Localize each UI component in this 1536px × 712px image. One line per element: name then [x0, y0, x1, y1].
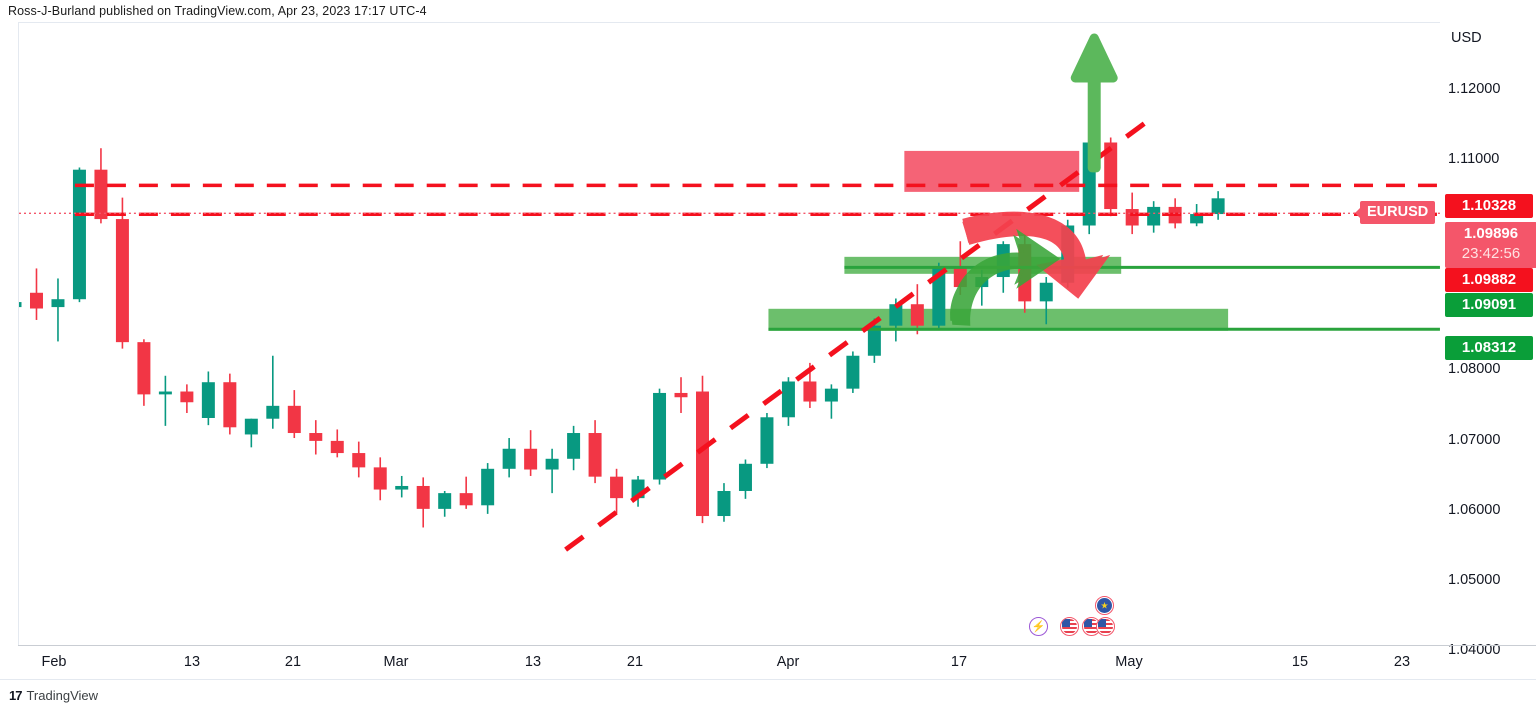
candle-body — [309, 433, 323, 441]
bar-countdown-timer: 23:42:56 — [1461, 245, 1521, 262]
candle-body — [201, 382, 215, 418]
time-tick-label: 13 — [183, 654, 201, 670]
candle-body — [158, 391, 172, 395]
price-tick: 1.12000 — [1448, 81, 1501, 97]
price-tick: 1.08000 — [1448, 361, 1501, 377]
price-level-tag[interactable]: 1.10328 — [1445, 194, 1533, 218]
event-marker-lightning[interactable]: ⚡ — [1029, 617, 1048, 636]
candle-body — [51, 299, 65, 308]
candle-body — [760, 417, 774, 464]
candle-body — [223, 382, 237, 428]
footer-bar: 17 TradingView — [0, 679, 1536, 712]
event-marker-us-flag[interactable] — [1096, 617, 1115, 636]
candle-body — [1190, 214, 1204, 224]
candle-body — [459, 493, 473, 506]
time-tick-label: May — [1115, 654, 1143, 670]
candle-body — [115, 219, 129, 343]
candle-body — [867, 325, 881, 356]
attribution-text: Ross-J-Burland published on TradingView.… — [8, 4, 427, 18]
candle-body — [29, 292, 43, 309]
symbol-name-flag[interactable]: EURUSD — [1354, 201, 1436, 224]
candle-body — [137, 342, 151, 395]
price-tick: 1.11000 — [1448, 151, 1500, 167]
candle-body — [717, 490, 731, 517]
bullish-bounce-arrow[interactable] — [950, 228, 1061, 326]
price-scale-currency: USD — [1451, 30, 1482, 46]
candle-body — [330, 440, 344, 454]
price-tick: 1.04000 — [1448, 642, 1501, 658]
candle-body — [696, 391, 709, 517]
time-tick-label: Feb — [41, 654, 67, 670]
candle-body — [180, 391, 194, 403]
time-tick-label: Apr — [776, 654, 800, 670]
candle-body — [72, 169, 86, 300]
tradingview-logo[interactable]: 17 TradingView — [9, 688, 98, 703]
candle-body — [416, 485, 430, 509]
event-marker-us-flag[interactable] — [1060, 617, 1079, 636]
chart-plot-area[interactable]: ⚡ — [18, 22, 1440, 645]
time-tick-label: 21 — [284, 654, 302, 670]
price-tick: 1.07000 — [1448, 432, 1501, 448]
candle-body — [824, 388, 838, 402]
price-level-tag[interactable]: 1.08312 — [1445, 336, 1533, 360]
candle-body — [803, 381, 817, 402]
candle-body — [932, 268, 946, 326]
event-marker-eu-flag[interactable] — [1095, 596, 1114, 615]
bearish-rejection-arrow[interactable] — [962, 211, 1111, 299]
candle-body — [502, 448, 516, 469]
candle-body — [352, 453, 366, 468]
price-tick: 1.06000 — [1448, 502, 1501, 518]
tradingview-wordmark: TradingView — [26, 688, 99, 703]
demand-zone-lower-rect[interactable] — [768, 308, 1229, 331]
us-flag-icon — [1062, 619, 1077, 634]
time-tick-label: 23 — [1393, 654, 1411, 670]
eu-flag-icon — [1097, 598, 1112, 613]
time-tick-label: Mar — [383, 654, 409, 670]
chart-canvas — [19, 33, 1440, 552]
price-level-tag[interactable]: 1.09091 — [1445, 293, 1533, 317]
candle-body — [19, 302, 22, 308]
candle-body — [567, 433, 581, 459]
candle-body — [438, 493, 452, 509]
candle-body — [610, 476, 624, 499]
candle-body — [1039, 282, 1053, 302]
candle-body — [545, 458, 559, 470]
candle-body — [266, 405, 280, 419]
candle-body — [94, 169, 108, 220]
time-scale[interactable]: Feb 13 21 Mar 13 21 Apr 17 May 15 23 — [18, 645, 1536, 679]
time-tick-label: 17 — [950, 654, 968, 670]
current-price-tag[interactable]: 1.09896 23:42:56 — [1445, 222, 1536, 268]
price-tick: 1.05000 — [1448, 572, 1501, 588]
candle-body — [588, 433, 602, 477]
candle-body — [1125, 209, 1139, 226]
candle-body — [889, 304, 903, 326]
candle-body — [1104, 142, 1118, 210]
candle-body — [395, 485, 409, 490]
candle-body — [674, 392, 688, 398]
time-tick-label: 21 — [626, 654, 644, 670]
candle-body — [1147, 206, 1161, 226]
us-flag-icon — [1098, 619, 1113, 634]
candle-body — [781, 381, 795, 418]
candle-body — [910, 304, 924, 326]
candle-body — [373, 467, 387, 490]
candle-body — [738, 463, 752, 491]
candle-body — [287, 405, 301, 434]
current-price-value: 1.09896 — [1463, 225, 1519, 242]
time-tick-label: 13 — [524, 654, 542, 670]
price-level-tag[interactable]: 1.09882 — [1445, 268, 1533, 292]
candle-body — [481, 468, 495, 506]
price-scale[interactable]: USD 1.120001.110001.100001.090001.080001… — [1440, 22, 1536, 658]
lightning-icon: ⚡ — [1031, 621, 1046, 633]
time-tick-label: 15 — [1291, 654, 1309, 670]
candle-body — [244, 418, 258, 435]
candle-body — [653, 392, 667, 480]
candle-body — [1211, 198, 1225, 215]
candle-body — [524, 448, 538, 470]
bullish-breakout-arrow[interactable] — [1070, 33, 1118, 173]
candle-body — [846, 355, 860, 389]
tradingview-mark-icon: 17 — [9, 688, 23, 703]
us-flag-icon — [1084, 619, 1099, 634]
